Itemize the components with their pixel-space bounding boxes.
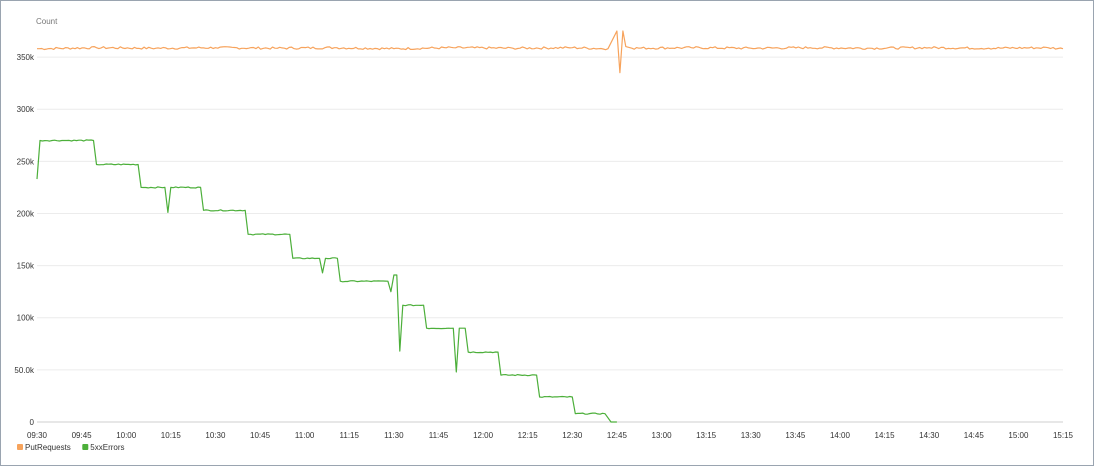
x-tick-label: 11:15 bbox=[340, 431, 360, 440]
series-lines bbox=[36, 30, 1064, 423]
x-tick-label: 14:45 bbox=[964, 431, 985, 440]
x-tick-label: 13:45 bbox=[785, 431, 806, 440]
legend[interactable]: PutRequests 5xxErrors bbox=[17, 443, 125, 452]
x-tick-labels: 09:30 09:45 10:00 10:15 10:30 10:45 11:00 11:15… bbox=[27, 431, 1074, 440]
x-tick-label: 13:00 bbox=[652, 431, 673, 440]
x-tick-label: 14:15 bbox=[875, 431, 896, 440]
legend-label: PutRequests bbox=[25, 443, 71, 452]
series-line bbox=[37, 30, 1064, 74]
y-tick-label: 50.0k bbox=[14, 366, 35, 375]
x-tick-label: 14:30 bbox=[919, 431, 940, 440]
grid-lines bbox=[37, 56, 1063, 423]
y-tick-label: 200k bbox=[17, 209, 35, 218]
x-tick-label: 12:00 bbox=[473, 431, 494, 440]
series-line bbox=[36, 139, 617, 423]
y-tick-label: 350k bbox=[17, 53, 35, 62]
x-tick-label: 14:00 bbox=[830, 431, 851, 440]
y-tick-label: 0 bbox=[30, 418, 35, 427]
y-axis-label: Count bbox=[36, 17, 58, 26]
x-tick-label: 09:45 bbox=[72, 431, 93, 440]
x-tick-label: 13:30 bbox=[741, 431, 762, 440]
x-tick-label: 10:00 bbox=[116, 431, 137, 440]
x-tick-label: 10:15 bbox=[161, 431, 182, 440]
y-tick-label: 150k bbox=[17, 262, 35, 271]
x-tick-label: 11:30 bbox=[384, 431, 404, 440]
y-tick-labels: 0 50.0k 100k 150k 200k 250k 300k 350k bbox=[14, 53, 35, 427]
legend-swatch bbox=[82, 444, 89, 450]
y-tick-label: 250k bbox=[17, 157, 35, 166]
x-tick-label: 15:00 bbox=[1008, 431, 1029, 440]
x-tick-label: 10:45 bbox=[250, 431, 271, 440]
y-tick-label: 100k bbox=[17, 314, 35, 323]
x-tick-label: 11:00 bbox=[295, 431, 315, 440]
x-tick-label: 12:15 bbox=[518, 431, 539, 440]
x-tick-label: 10:30 bbox=[205, 431, 226, 440]
x-tick-label: 13:15 bbox=[696, 431, 717, 440]
x-tick-label: 15:15 bbox=[1053, 431, 1074, 440]
x-tick-label: 11:45 bbox=[429, 431, 449, 440]
legend-swatch bbox=[17, 444, 23, 450]
x-tick-label: 12:45 bbox=[607, 431, 628, 440]
y-tick-label: 300k bbox=[17, 105, 35, 114]
x-tick-label: 09:30 bbox=[27, 431, 48, 440]
x-tick-label: 12:30 bbox=[562, 431, 583, 440]
legend-label: 5xxErrors bbox=[90, 443, 124, 452]
